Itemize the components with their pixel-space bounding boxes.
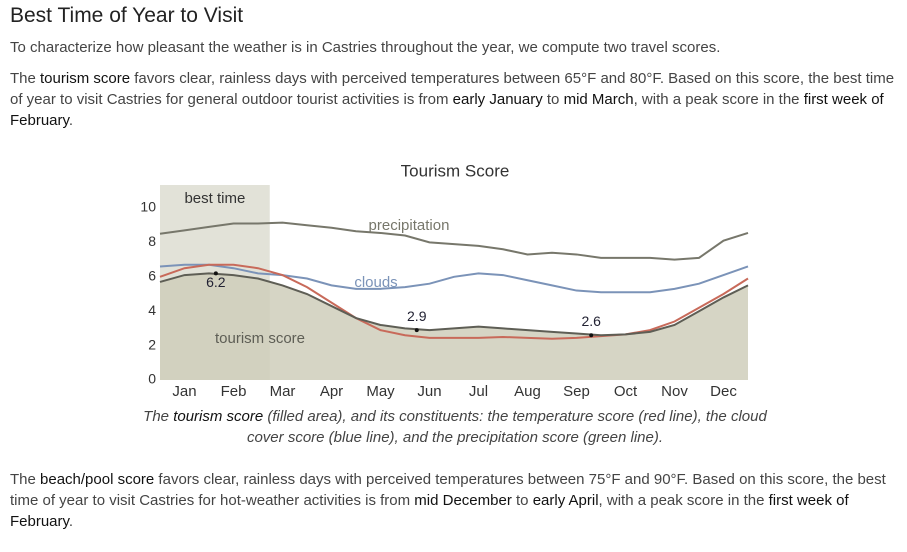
- text-run: to: [542, 91, 564, 108]
- text-run: (filled area), and its constituents: the…: [246, 408, 767, 446]
- series-line: [159, 272, 749, 337]
- x-tick-label: May: [366, 383, 395, 400]
- text-run: The: [143, 408, 174, 425]
- emphasis: tourism score: [173, 408, 264, 425]
- annotation-point: [213, 271, 218, 276]
- annotation-point: [414, 328, 419, 333]
- x-tick-label: Jul: [469, 383, 488, 400]
- x-tick-label: Nov: [661, 383, 688, 400]
- series-line: [159, 263, 749, 340]
- y-tick-label: 0: [148, 371, 156, 387]
- chart-title: Tourism Score: [401, 161, 510, 180]
- emphasis: beach/pool score: [40, 471, 155, 488]
- annotation-label: 2.6: [581, 313, 601, 329]
- text-run: favors clear, rainless days with perceiv…: [10, 471, 886, 509]
- best-time-label: best time: [184, 190, 245, 207]
- page-title: Best Time of Year to Visit: [10, 4, 244, 27]
- text-run: , with a peak score in the: [598, 492, 769, 509]
- emphasis: early January: [452, 91, 543, 108]
- tourism-paragraph: The tourism score favors clear, rainless…: [10, 68, 903, 131]
- score-area: [160, 273, 748, 380]
- emphasis: early April: [532, 492, 599, 509]
- emphasis: first week of February: [10, 91, 884, 129]
- x-tick-label: Jan: [172, 383, 196, 400]
- annotation-label: 6.2: [206, 274, 226, 290]
- beach-paragraph: The beach/pool score favors clear, rainl…: [10, 469, 903, 532]
- emphasis: first week of February: [10, 492, 849, 530]
- y-tick-label: 8: [148, 233, 156, 249]
- series-label: precipitation: [369, 217, 450, 234]
- text-run: favors clear, rainless days with perceiv…: [10, 70, 895, 108]
- y-tick-label: 2: [148, 336, 156, 352]
- emphasis: mid March: [563, 91, 634, 108]
- annotation-label: 2.9: [407, 308, 427, 324]
- text-run: , with a peak score in the: [633, 91, 804, 108]
- text-run: The: [10, 471, 41, 488]
- intro: To characterize how pleasant the weather…: [10, 39, 721, 56]
- series-label: tourism score: [215, 330, 305, 347]
- y-tick-label: 6: [148, 268, 156, 284]
- y-tick-label: 4: [148, 302, 156, 318]
- x-tick-label: Oct: [614, 383, 638, 400]
- text-run: .: [68, 513, 74, 530]
- x-tick-label: Mar: [270, 383, 296, 400]
- emphasis: tourism score: [40, 70, 131, 87]
- x-tick-label: Feb: [221, 383, 247, 400]
- text-run: .: [68, 112, 74, 129]
- x-tick-label: Dec: [710, 383, 737, 400]
- x-tick-label: Aug: [514, 383, 541, 400]
- x-tick-label: Jun: [417, 383, 441, 400]
- x-tick-label: Sep: [563, 383, 590, 400]
- text-run: to: [511, 492, 533, 509]
- x-tick-label: Apr: [320, 383, 343, 400]
- chart-caption: The tourism score (filled area), and its…: [140, 406, 770, 448]
- annotation-point: [589, 333, 594, 338]
- series-line: [159, 263, 749, 294]
- emphasis: mid December: [414, 492, 512, 509]
- y-tick-label: 10: [140, 199, 156, 215]
- text-run: The: [10, 70, 41, 87]
- series-line: [159, 221, 749, 261]
- series-label: clouds: [354, 274, 397, 291]
